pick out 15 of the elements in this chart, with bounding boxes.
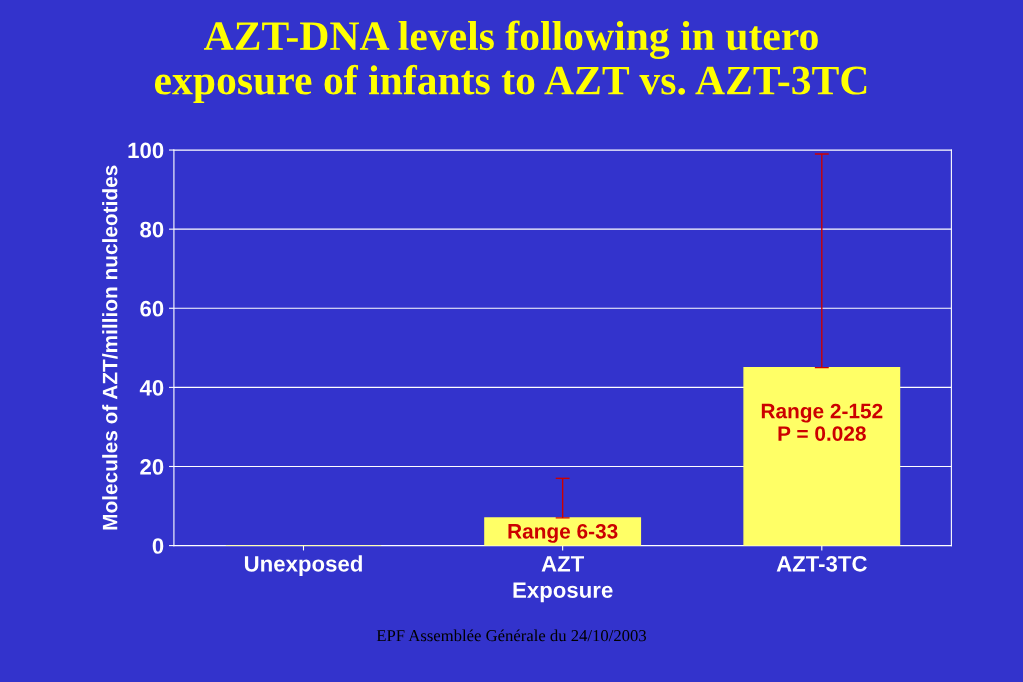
data-label: Range 2-152 P = 0.028 <box>761 403 883 441</box>
x-tick-label: AZT-3TC <box>776 555 867 572</box>
y-tick-label: 0 <box>152 538 164 554</box>
x-axis-title: Exposure <box>513 582 613 603</box>
y-tick-label: 20 <box>140 459 164 475</box>
data-label: Range 6-33 <box>508 523 618 543</box>
y-tick-label: 80 <box>140 221 164 238</box>
chart-title: AZT-DNA levels following in utero exposure of infants to AZT vs. AZT-3TC <box>154 20 867 104</box>
y-tick-label: 40 <box>139 379 164 396</box>
y-tick-label: 60 <box>140 300 164 317</box>
x-tick-label: Unexposed <box>244 555 362 577</box>
y-tick-label: 100 <box>128 142 164 159</box>
text: EPF Assemblée Générale du 24/10/2003 <box>376 629 647 642</box>
y-axis-title: Molecules of AZT/million nucleotides <box>102 165 118 530</box>
x-tick-label: AZT <box>541 556 585 572</box>
